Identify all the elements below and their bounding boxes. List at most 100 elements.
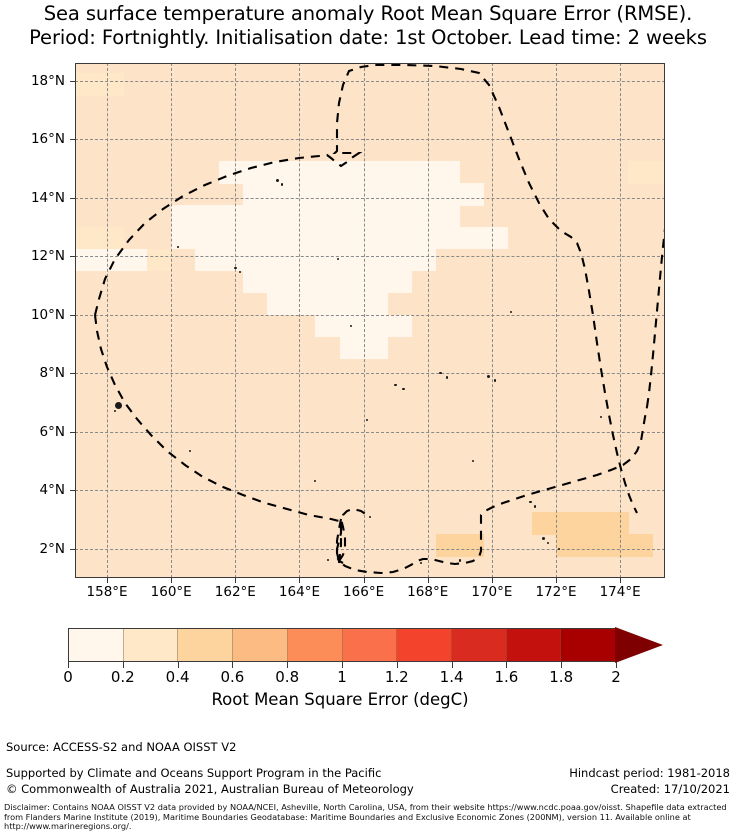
island-markers — [75, 63, 665, 578]
raster-cell — [267, 182, 293, 206]
raster-cell — [580, 512, 605, 535]
raster-cell — [411, 161, 437, 184]
exclusive-economic-zone-boundary — [93, 63, 665, 575]
supported-by-text: Supported by Climate and Oceans Support … — [6, 766, 382, 780]
colorbar-segment — [287, 629, 343, 661]
island-marker — [369, 515, 371, 518]
raster-cell — [243, 182, 268, 206]
colorbar-segment — [397, 629, 452, 661]
raster-cell — [555, 534, 581, 557]
island-marker — [493, 379, 497, 382]
colorbar-tick-label: 0.8 — [275, 668, 300, 686]
island-marker — [458, 559, 461, 562]
island-marker — [280, 183, 283, 186]
raster-cell — [604, 534, 629, 557]
chart-title-line-2: Period: Fortnightly. Initialisation date… — [29, 26, 707, 49]
raster-cell — [531, 512, 557, 535]
colorbar-tick-mark — [396, 662, 398, 668]
colorbar-tick-label: 1.8 — [549, 668, 574, 686]
island-marker — [239, 271, 242, 274]
raster-cell — [339, 292, 365, 316]
x-axis-tick-label: 158°E — [86, 584, 128, 600]
colorbar-segments — [68, 628, 616, 662]
colorbar-segment — [178, 629, 234, 661]
y-axis-tick-label: 10°N — [30, 306, 65, 323]
raster-cell — [387, 204, 413, 228]
raster-cell — [291, 226, 317, 250]
raster-cell — [147, 248, 172, 272]
raster-cell — [339, 248, 365, 272]
rmse-raster-layer — [75, 63, 665, 578]
source-text: Source: ACCESS-S2 and NOAA OISST V2 — [6, 740, 237, 754]
island-marker — [439, 371, 442, 375]
x-axis-tick-mark — [491, 578, 493, 583]
colorbar-tick-mark — [561, 662, 563, 668]
island-marker — [541, 536, 545, 540]
y-axis-tick-label: 16°N — [30, 131, 65, 148]
island-marker — [487, 374, 491, 378]
raster-cell — [243, 270, 268, 294]
island-marker — [509, 310, 513, 313]
raster-cell — [459, 226, 485, 250]
raster-cell — [435, 161, 461, 184]
raster-cell — [411, 182, 437, 206]
raster-cell — [411, 248, 437, 272]
raster-cell — [363, 270, 389, 294]
y-axis-tick-label: 12°N — [30, 248, 65, 265]
x-axis-tick-mark — [171, 578, 173, 583]
x-axis-tick-label: 160°E — [150, 584, 192, 600]
y-axis-tick-label: 14°N — [30, 189, 65, 206]
x-axis-tick-label: 174°E — [599, 584, 641, 600]
colorbar-tick-label: 0.4 — [165, 668, 190, 686]
raster-cell — [267, 204, 293, 228]
x-axis-tick-label: 172°E — [535, 584, 577, 600]
colorbar-tick-mark — [177, 662, 179, 668]
raster-cell — [171, 204, 196, 228]
raster-cell — [123, 248, 148, 272]
raster-cell — [195, 248, 220, 272]
raster-cell — [555, 512, 581, 535]
raster-cell — [267, 248, 293, 272]
colorbar: 0 0.2 0.4 0.6 0.8 1 1.2 1.4 1.6 1.8 2 — [63, 627, 668, 686]
colorbar-tick-mark — [68, 662, 69, 668]
colorbar-tick-mark — [616, 662, 617, 668]
raster-cell — [243, 248, 268, 272]
colorbar-segment — [342, 629, 398, 661]
raster-cell — [291, 204, 317, 228]
raster-cell — [219, 226, 244, 250]
colorbar-extend-arrow — [615, 627, 663, 663]
raster-cell — [267, 292, 293, 316]
raster-cell — [339, 226, 365, 250]
raster-cell — [363, 226, 389, 250]
island-marker — [275, 178, 279, 182]
raster-cell — [387, 161, 413, 184]
raster-cell — [243, 161, 268, 184]
raster-cell — [363, 161, 389, 184]
raster-cell — [652, 161, 665, 184]
raster-cell — [195, 226, 220, 250]
raster-cell — [267, 161, 293, 184]
raster-cell — [315, 161, 341, 184]
raster-cell — [75, 248, 100, 272]
raster-cell — [387, 314, 413, 338]
colorbar-title: Root Mean Square Error (degC) — [211, 690, 469, 709]
raster-cell — [315, 204, 341, 228]
island-marker — [176, 246, 179, 249]
raster-cell — [219, 204, 244, 228]
colorbar-tick-mark — [342, 662, 343, 668]
raster-cell — [315, 270, 341, 294]
colorbar-tick-label: 1 — [337, 668, 347, 686]
colorbar-tick-label: 1.4 — [439, 668, 464, 686]
island-marker — [402, 388, 405, 391]
colorbar-tick-label: 1.6 — [494, 668, 519, 686]
island-marker — [546, 541, 550, 545]
hindcast-period-text: Hindcast period: 1981-2018 — [569, 766, 730, 780]
raster-cell — [387, 226, 413, 250]
colorbar-tick-mark — [451, 662, 453, 668]
raster-cell — [291, 292, 317, 316]
raster-cell — [171, 226, 196, 250]
colorbar-tick-label: 0 — [63, 668, 73, 686]
colorbar-tick-mark — [506, 662, 508, 668]
island-marker — [557, 547, 561, 550]
colorbar-segment — [123, 629, 179, 661]
